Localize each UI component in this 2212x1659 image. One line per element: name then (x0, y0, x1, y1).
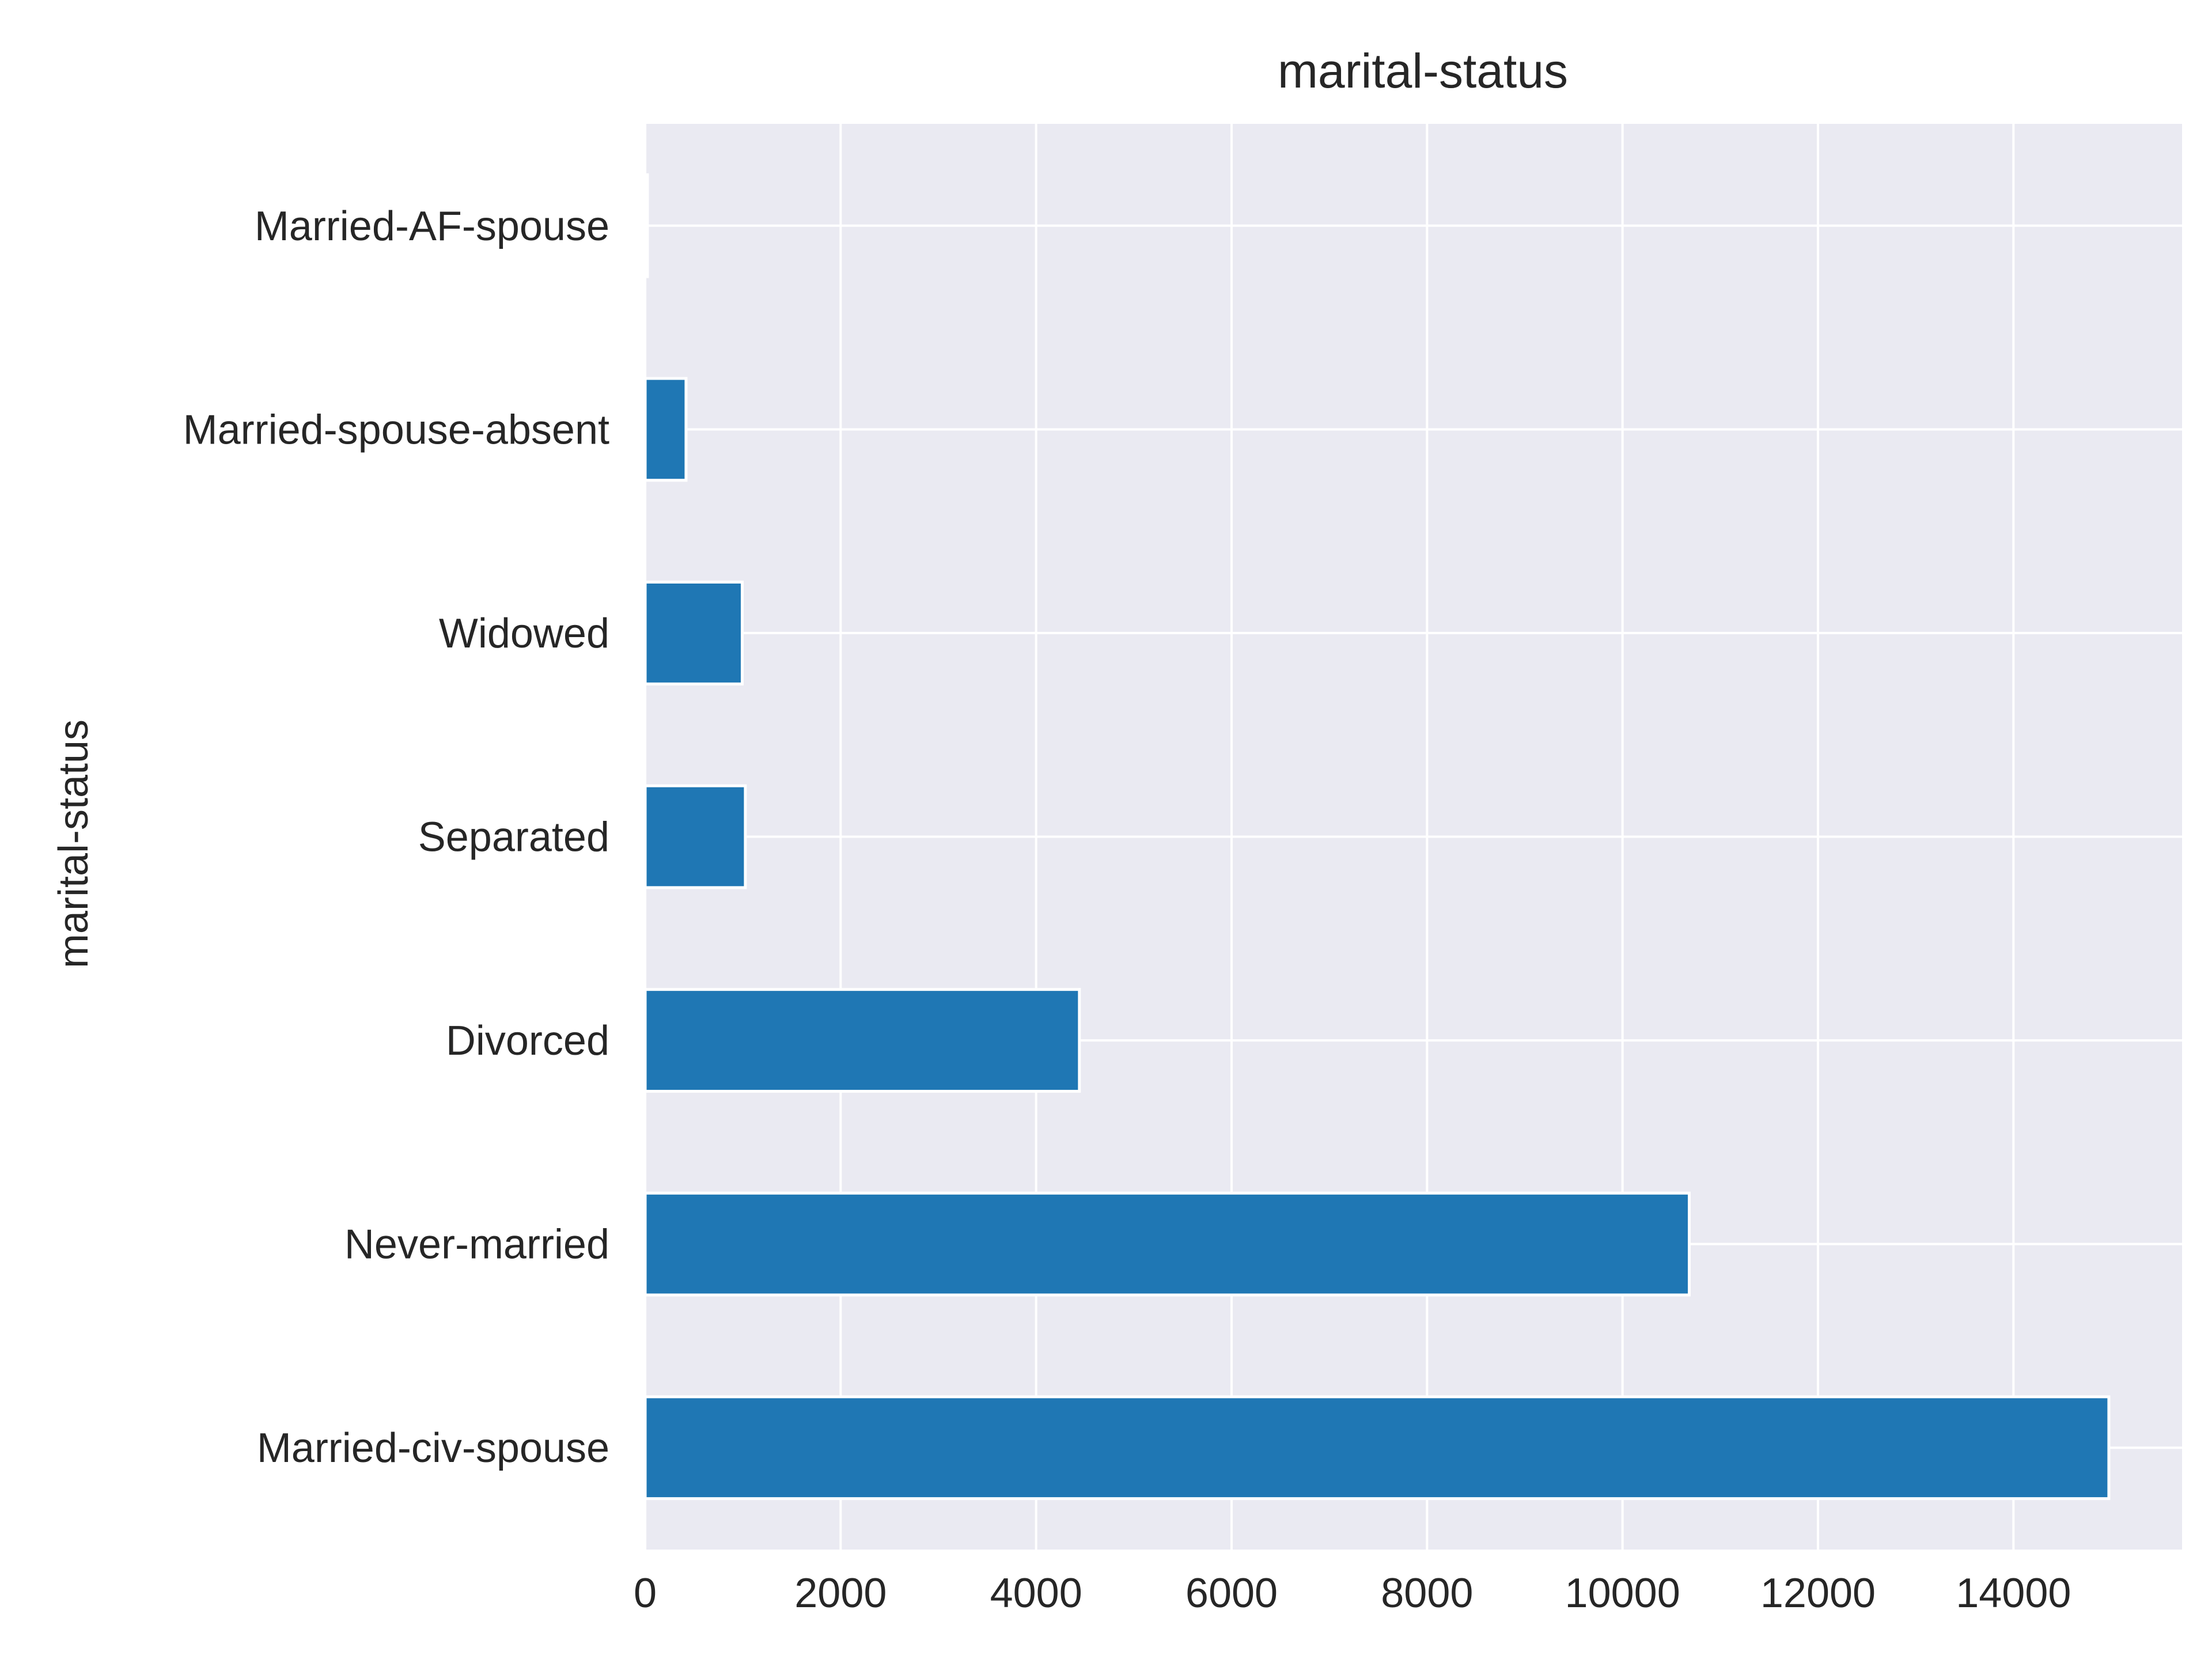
y-tick-label: Widowed (439, 611, 609, 657)
y-axis-label: marital-status (51, 719, 97, 968)
x-tick-label: 8000 (1381, 1570, 1473, 1616)
x-tick-label: 12000 (1760, 1570, 1876, 1616)
bar-widowed (643, 581, 744, 685)
x-tick-label: 6000 (1185, 1570, 1278, 1616)
y-tick-label: Married-civ-spouse (257, 1425, 609, 1471)
bar-divorced (643, 988, 1081, 1093)
bar-married-af-spouse (643, 173, 649, 278)
y-tick-label: Divorced (446, 1018, 609, 1064)
chart-title: marital-status (1278, 44, 1568, 98)
bar-separated (643, 784, 747, 889)
bar-married-spouse-absent (643, 377, 688, 482)
x-tick-label: 4000 (990, 1570, 1082, 1616)
y-tick-label: Separated (418, 815, 609, 861)
y-tick-label: Married-spouse-absent (183, 407, 609, 453)
bar-never-married (643, 1191, 1691, 1297)
x-tick-label: 2000 (794, 1570, 887, 1616)
y-tick-label: Never-married (344, 1222, 609, 1268)
bars (643, 173, 2111, 1501)
x-tick-label: 14000 (1956, 1570, 2071, 1616)
bar-married-civ-spouse (643, 1395, 2111, 1501)
x-tick-labels: 0 2000 4000 6000 8000 10000 12000 14000 (634, 1570, 2071, 1616)
x-tick-label: 0 (634, 1570, 657, 1616)
y-tick-labels: Married-civ-spouse Never-married Divorced S… (183, 203, 609, 1471)
y-tick-label: Married-AF-spouse (255, 203, 609, 249)
x-tick-label: 10000 (1565, 1570, 1680, 1616)
